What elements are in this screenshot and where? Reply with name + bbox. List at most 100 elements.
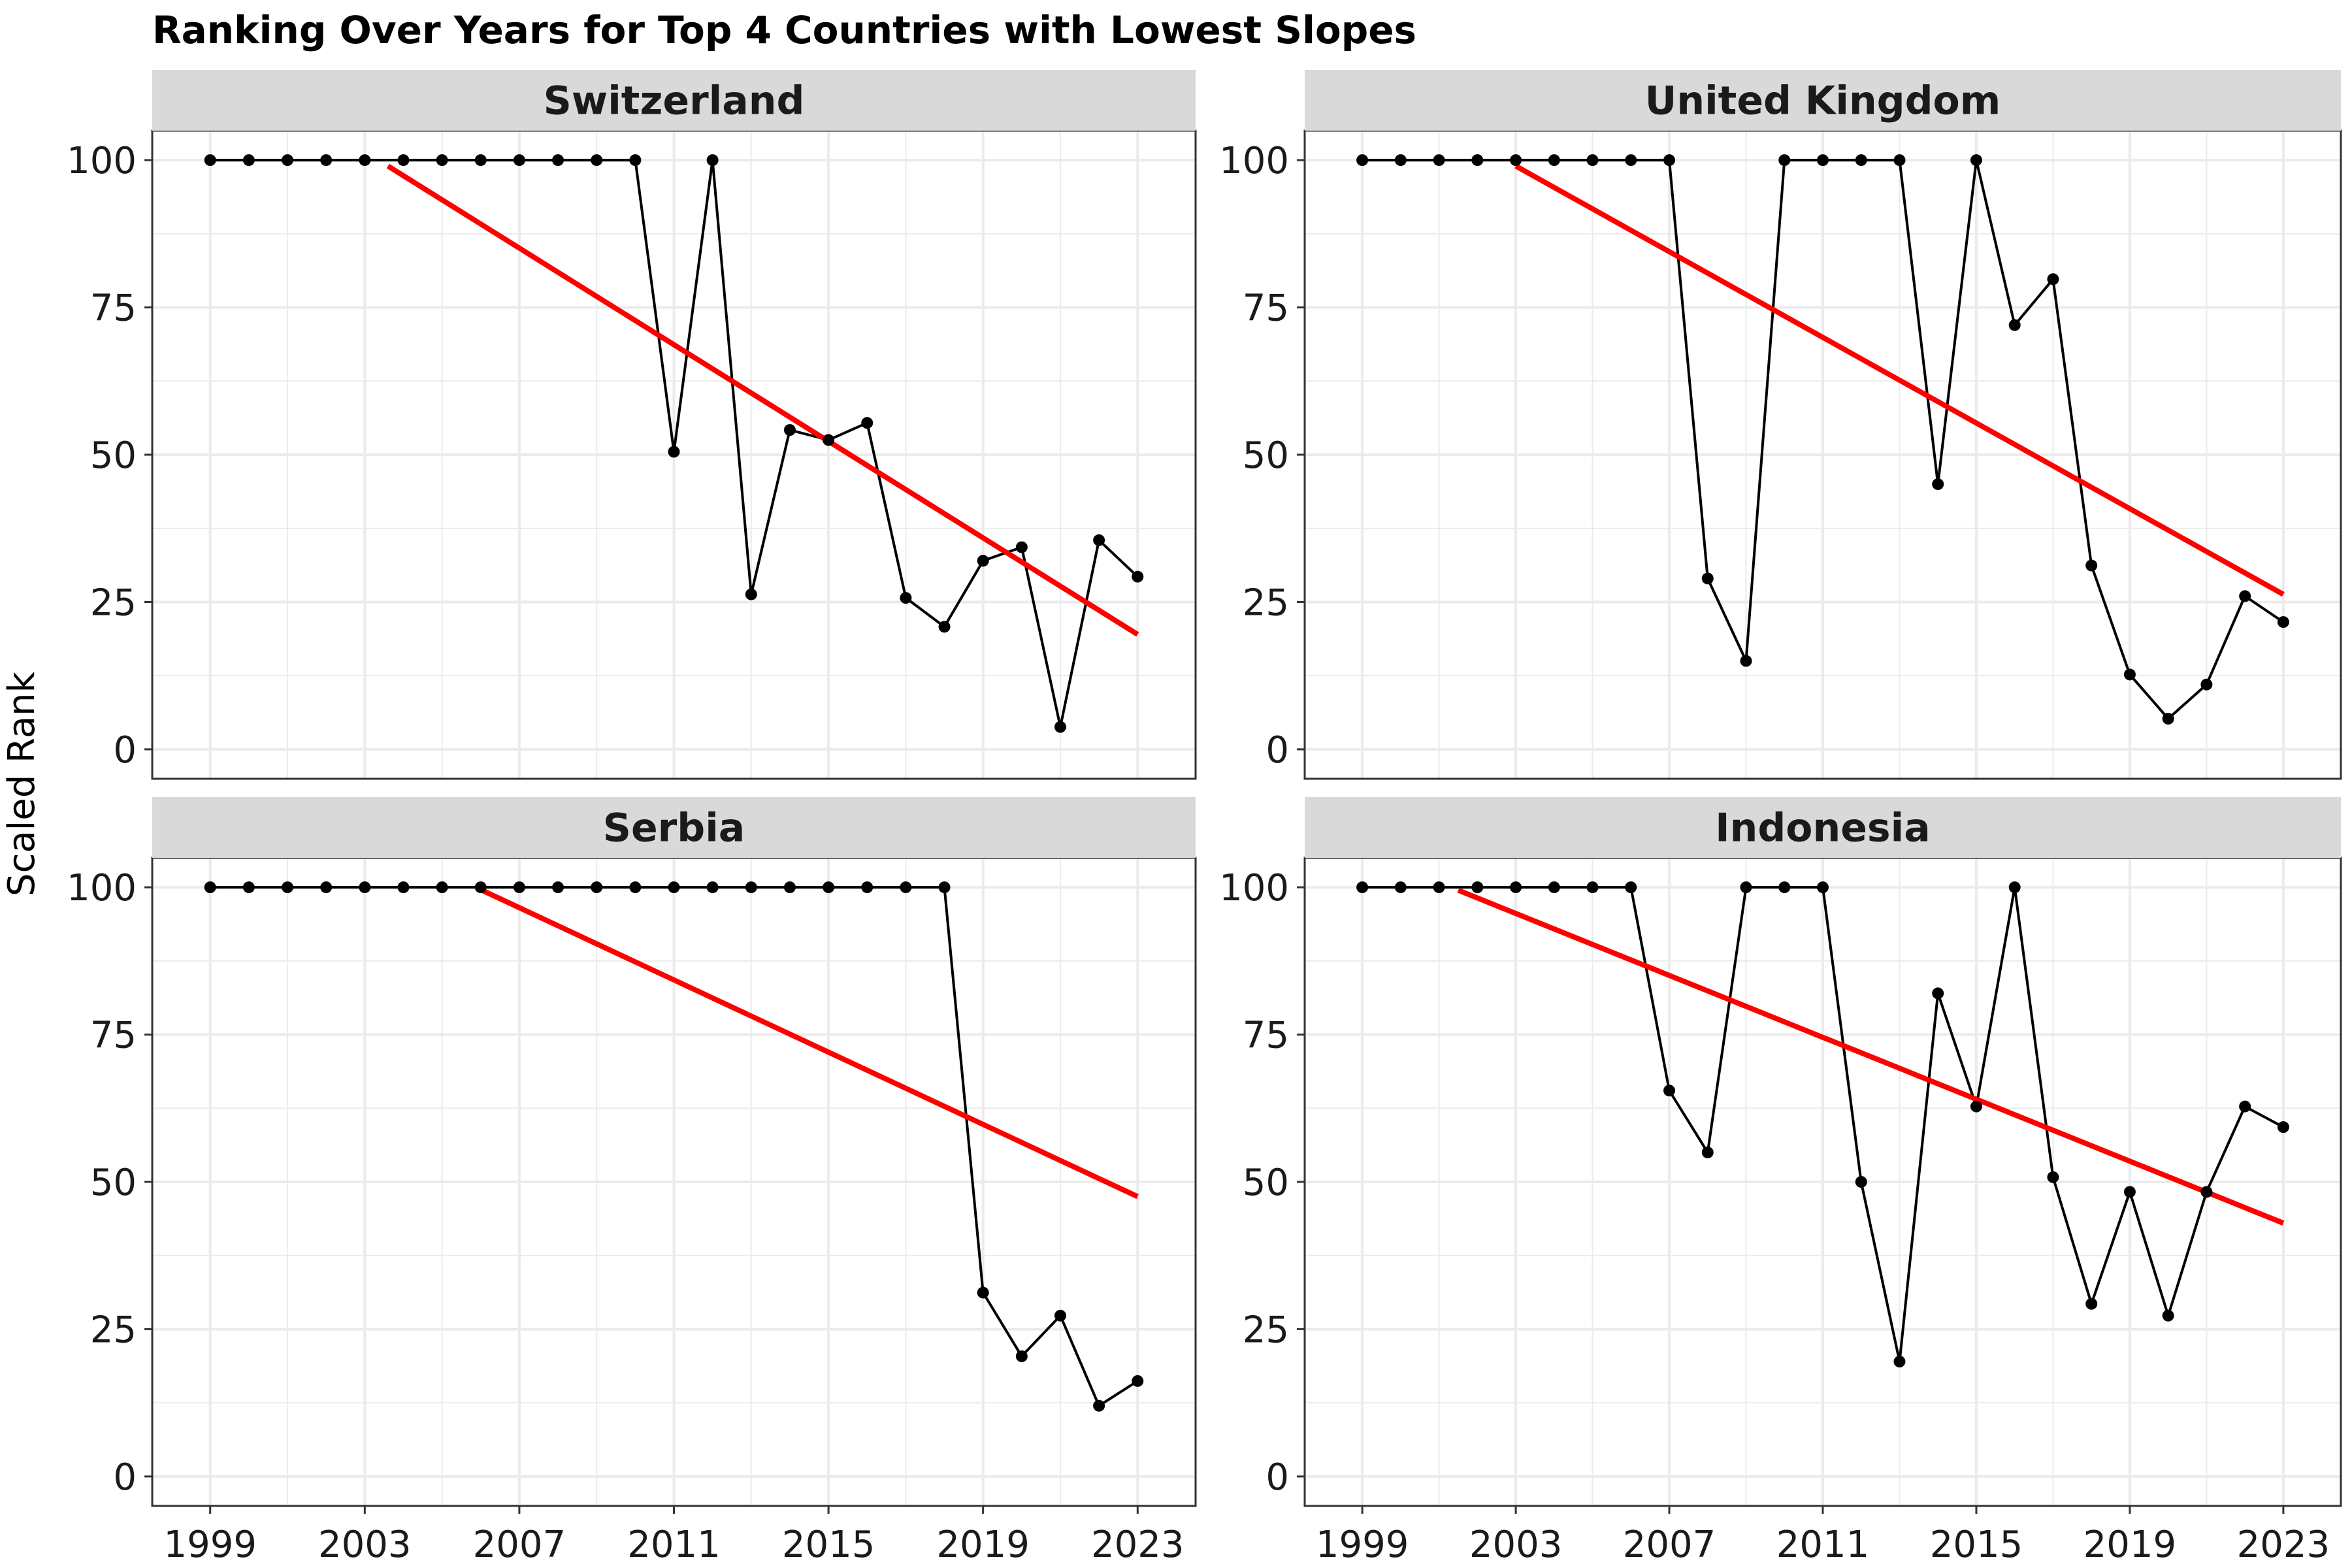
y-axis-title: Scaled Rank (1, 671, 43, 896)
data-point (1132, 570, 1144, 583)
data-point (320, 154, 333, 167)
y-tick-label: 50 (90, 434, 137, 477)
y-tick-label: 25 (90, 581, 137, 624)
x-tick-label: 2003 (1469, 1524, 1563, 1566)
data-point (1586, 881, 1599, 894)
data-point (2200, 678, 2213, 691)
y-tick-label: 0 (113, 729, 137, 772)
data-point (1471, 881, 1484, 894)
data-point (2162, 1309, 2174, 1322)
data-point (204, 881, 216, 894)
panel-indonesia: Indonesia 0 25 50 75 100 1999 2003 2007 2011 2015 2… (1219, 797, 2342, 1566)
data-point (359, 881, 371, 894)
data-point (1817, 881, 1829, 894)
x-tick-label: 2011 (1776, 1524, 1870, 1566)
x-tick-label: 2019 (936, 1524, 1030, 1566)
data-point (2239, 590, 2251, 602)
data-point (1970, 154, 1982, 167)
data-point (2008, 319, 2021, 331)
data-point (513, 881, 525, 894)
data-point (2008, 881, 2021, 894)
data-point (1433, 881, 1445, 894)
data-point (320, 881, 333, 894)
data-point (1625, 154, 1637, 167)
data-point (1855, 1176, 1867, 1188)
data-point (282, 154, 294, 167)
x-tick-label: 2007 (473, 1524, 566, 1566)
y-tick-label: 100 (67, 867, 137, 909)
data-point (1356, 881, 1369, 894)
data-point (900, 592, 912, 604)
data-point (1701, 572, 1714, 585)
y-tick-label: 50 (1243, 434, 1289, 477)
data-point (552, 154, 564, 167)
data-point (1548, 881, 1560, 894)
data-point (938, 621, 951, 633)
data-point (1054, 1309, 1066, 1322)
facet-panels: Switzerland 0 25 50 75 100 United Kingdom 0 25 50… (67, 70, 2342, 1566)
y-tick-label: 75 (1243, 287, 1289, 330)
facet-strip (152, 70, 1196, 131)
x-tick-label: 2015 (782, 1524, 875, 1566)
trend-line-serbia (480, 887, 1139, 1200)
trend-line-indonesia (1457, 887, 2285, 1226)
data-point (823, 434, 835, 446)
data-point (1394, 154, 1407, 167)
data-point (2085, 1298, 2098, 1310)
data-point (282, 881, 294, 894)
data-point (2123, 668, 2136, 681)
x-tick-label: 2011 (627, 1524, 721, 1566)
data-point (1932, 478, 1944, 491)
y-tick-label: 75 (1243, 1015, 1289, 1057)
data-point (242, 881, 255, 894)
data-point (783, 424, 796, 436)
data-point (1625, 881, 1637, 894)
y-tick-label: 100 (1219, 140, 1289, 182)
y-tick-label: 50 (1243, 1162, 1289, 1204)
panel-serbia: Serbia 0 25 50 75 100 1999 2003 2007 2011 2015 2019… (67, 797, 1197, 1566)
data-point (1970, 1100, 1982, 1113)
data-point (1433, 154, 1445, 167)
data-point (552, 881, 564, 894)
facet-strip-label: United Kingdom (1645, 78, 2001, 124)
facet-strip-label: Serbia (603, 806, 745, 851)
y-tick-label: 75 (90, 287, 137, 330)
data-point (1586, 154, 1599, 167)
data-point (668, 881, 680, 894)
x-tick-label: 2019 (2083, 1524, 2177, 1566)
data-point (513, 154, 525, 167)
data-point (1356, 154, 1369, 167)
data-point (1893, 1356, 1906, 1368)
data-point (783, 881, 796, 894)
data-point (2277, 1121, 2289, 1134)
data-point (1510, 881, 1522, 894)
y-tick-label: 0 (1266, 729, 1289, 772)
y-tick-label: 25 (90, 1309, 137, 1351)
data-point (474, 881, 487, 894)
chart-title: Ranking Over Years for Top 4 Countries w… (152, 8, 1416, 52)
data-point (977, 555, 989, 567)
data-point (1548, 154, 1560, 167)
y-tick-label: 100 (67, 140, 137, 182)
x-tick-label: 1999 (163, 1524, 257, 1566)
facet-strip (1305, 70, 2341, 131)
data-point (1394, 881, 1407, 894)
data-point (2162, 713, 2174, 725)
x-tick-label: 2003 (318, 1524, 412, 1566)
y-tick-label: 25 (1243, 1309, 1289, 1351)
data-point (2047, 273, 2059, 286)
data-point (977, 1286, 989, 1299)
facet-strip-label: Switzerland (544, 78, 805, 124)
data-point (436, 881, 448, 894)
data-point (1663, 154, 1676, 167)
data-point (1054, 721, 1066, 733)
trend-line-switzerland (386, 163, 1139, 637)
data-point (1778, 154, 1791, 167)
data-point (1778, 881, 1791, 894)
data-point (591, 154, 603, 167)
y-tick-label: 0 (1266, 1456, 1289, 1499)
data-point (706, 881, 719, 894)
data-point (629, 154, 642, 167)
data-point (861, 881, 874, 894)
